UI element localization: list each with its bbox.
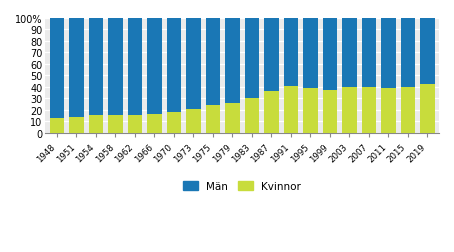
Bar: [303, 88, 318, 133]
Legend: Män, Kvinnor: Män, Kvinnor: [183, 182, 301, 192]
Bar: [108, 19, 123, 116]
Bar: [342, 19, 357, 87]
Bar: [400, 19, 415, 87]
Bar: [322, 91, 337, 133]
Bar: [167, 19, 181, 112]
Bar: [69, 19, 84, 117]
Bar: [206, 106, 220, 133]
Bar: [284, 86, 298, 133]
Bar: [49, 118, 64, 133]
Bar: [225, 19, 240, 103]
Bar: [147, 115, 162, 133]
Bar: [420, 85, 434, 133]
Bar: [225, 103, 240, 133]
Bar: [400, 87, 415, 133]
Bar: [381, 19, 395, 88]
Bar: [264, 92, 279, 133]
Bar: [128, 116, 142, 133]
Bar: [206, 19, 220, 106]
Bar: [49, 19, 64, 118]
Bar: [128, 19, 142, 116]
Bar: [186, 109, 201, 133]
Bar: [342, 87, 357, 133]
Bar: [361, 87, 376, 133]
Bar: [284, 19, 298, 86]
Bar: [322, 19, 337, 91]
Bar: [89, 19, 103, 116]
Bar: [264, 19, 279, 92]
Bar: [420, 19, 434, 85]
Bar: [167, 112, 181, 133]
Bar: [245, 99, 259, 133]
Bar: [89, 116, 103, 133]
Bar: [108, 116, 123, 133]
Bar: [303, 19, 318, 88]
Bar: [69, 117, 84, 133]
Bar: [361, 19, 376, 87]
Bar: [186, 19, 201, 109]
Bar: [147, 19, 162, 115]
Bar: [381, 88, 395, 133]
Bar: [245, 19, 259, 99]
